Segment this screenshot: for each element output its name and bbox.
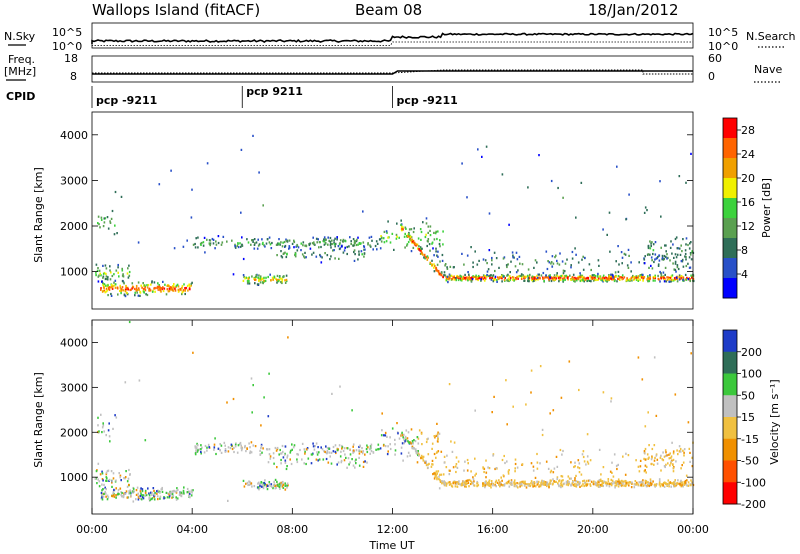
- colorbar-swatch: [723, 373, 737, 396]
- y-tick-label: 3000: [60, 174, 88, 187]
- site-title: Wallops Island (fitACF): [92, 1, 260, 19]
- colorbar-swatch: [723, 158, 737, 179]
- colorbar-swatch: [723, 218, 737, 239]
- colorbar-swatch: [723, 351, 737, 374]
- nsky-strip: N.Sky 10^5 10^0 10^5 10^0 N.Search: [4, 22, 796, 53]
- colorbar-tick-label: 16: [741, 196, 755, 209]
- colorbar-swatch: [723, 178, 737, 199]
- colorbar-tick-label: -200: [741, 498, 766, 511]
- colorbar-swatch: [723, 258, 737, 279]
- colorbar-swatch: [723, 438, 737, 461]
- y-tick-label: 1000: [60, 266, 88, 279]
- colorbar-swatch: [723, 138, 737, 159]
- y-tick-label: 1000: [60, 471, 88, 484]
- colorbar-tick-label: 100: [741, 368, 762, 381]
- colorbar-swatch: [723, 198, 737, 219]
- colorbar-tick-label: -50: [741, 455, 759, 468]
- beam-title: Beam 08: [355, 1, 422, 19]
- nsearch-label: N.Search: [746, 30, 796, 43]
- colorbar-swatch: [723, 278, 737, 299]
- velocity-panel: 1000 2000 3000 4000 00:00 04:00 08:00 12:00 16:…: [32, 319, 781, 552]
- colorbar-tick-label: 15: [741, 411, 755, 424]
- nsearch-tick-top: 10^5: [708, 26, 738, 39]
- cpid-segment-label: pcp -9211: [96, 94, 157, 107]
- x-tick-label: 04:00: [176, 523, 208, 536]
- x-tick-label: 16:00: [477, 523, 509, 536]
- y-tick-label: 2000: [60, 220, 88, 233]
- power-colorbar-label: Power [dB]: [760, 178, 773, 238]
- cpid-label: CPID: [6, 90, 35, 103]
- freq-strip: Freq. [MHz] 18 8 60 0 Nave: [4, 52, 782, 83]
- colorbar-swatch: [723, 238, 737, 259]
- colorbar-swatch: [723, 330, 737, 353]
- colorbar-tick-label: 50: [741, 389, 755, 402]
- colorbar-tick-label: 8: [741, 244, 748, 257]
- x-tick-label: 00:00: [677, 523, 709, 536]
- nsky-label: N.Sky: [4, 30, 36, 43]
- colorbar-tick-label: 12: [741, 220, 755, 233]
- y-tick-label: 4000: [60, 336, 88, 349]
- y-tick-label: 3000: [60, 381, 88, 394]
- velocity-xlabel: Time UT: [368, 539, 414, 552]
- nsearch-tick-bottom: 10^0: [708, 40, 738, 53]
- power-panel: 1000 2000 3000 4000 Slant Range [km] 4 8 12 16…: [32, 111, 773, 310]
- x-tick-label: 00:00: [76, 523, 108, 536]
- colorbar-swatch: [723, 417, 737, 440]
- colorbar-swatch: [723, 395, 737, 418]
- velocity-ylabel: Slant Range [km]: [32, 372, 45, 468]
- nave-tick-bottom: 0: [708, 70, 715, 83]
- velocity-colorbar-label: Velocity [m s⁻¹]: [768, 379, 781, 464]
- colorbar-tick-label: 24: [741, 148, 755, 161]
- nsky-tick-bottom: 10^0: [52, 40, 82, 53]
- colorbar-tick-label: -15: [741, 433, 759, 446]
- freq-tick-bottom: 8: [70, 70, 77, 83]
- nave-label: Nave: [754, 63, 782, 76]
- x-tick-label: 08:00: [276, 523, 308, 536]
- colorbar-swatch: [723, 482, 737, 505]
- power-ylabel: Slant Range [km]: [32, 167, 45, 263]
- freq-tick-top: 18: [64, 52, 78, 65]
- y-tick-label: 2000: [60, 426, 88, 439]
- freq-label: Freq.: [8, 53, 35, 66]
- cpid-segment-label: pcp -9211: [397, 94, 458, 107]
- colorbar-tick-label: 200: [741, 346, 762, 359]
- x-tick-label: 12:00: [377, 523, 409, 536]
- colorbar-tick-label: 20: [741, 172, 755, 185]
- freq-unit: [MHz]: [4, 65, 36, 78]
- colorbar-tick-label: 4: [741, 268, 748, 281]
- cpid-segment-label: pcp 9211: [246, 85, 303, 98]
- colorbar-swatch: [723, 118, 737, 139]
- cpid-strip: CPID pcp -9211 pcp 9211 pcp -9211: [6, 85, 458, 108]
- x-tick-label: 20:00: [577, 523, 609, 536]
- colorbar-swatch: [723, 460, 737, 483]
- y-tick-label: 4000: [60, 129, 88, 142]
- date-title: 18/Jan/2012: [588, 1, 679, 19]
- colorbar-tick-label: -100: [741, 476, 766, 489]
- nsky-tick-top: 10^5: [52, 26, 82, 39]
- nave-tick-top: 60: [708, 52, 722, 65]
- colorbar-tick-label: 28: [741, 124, 755, 137]
